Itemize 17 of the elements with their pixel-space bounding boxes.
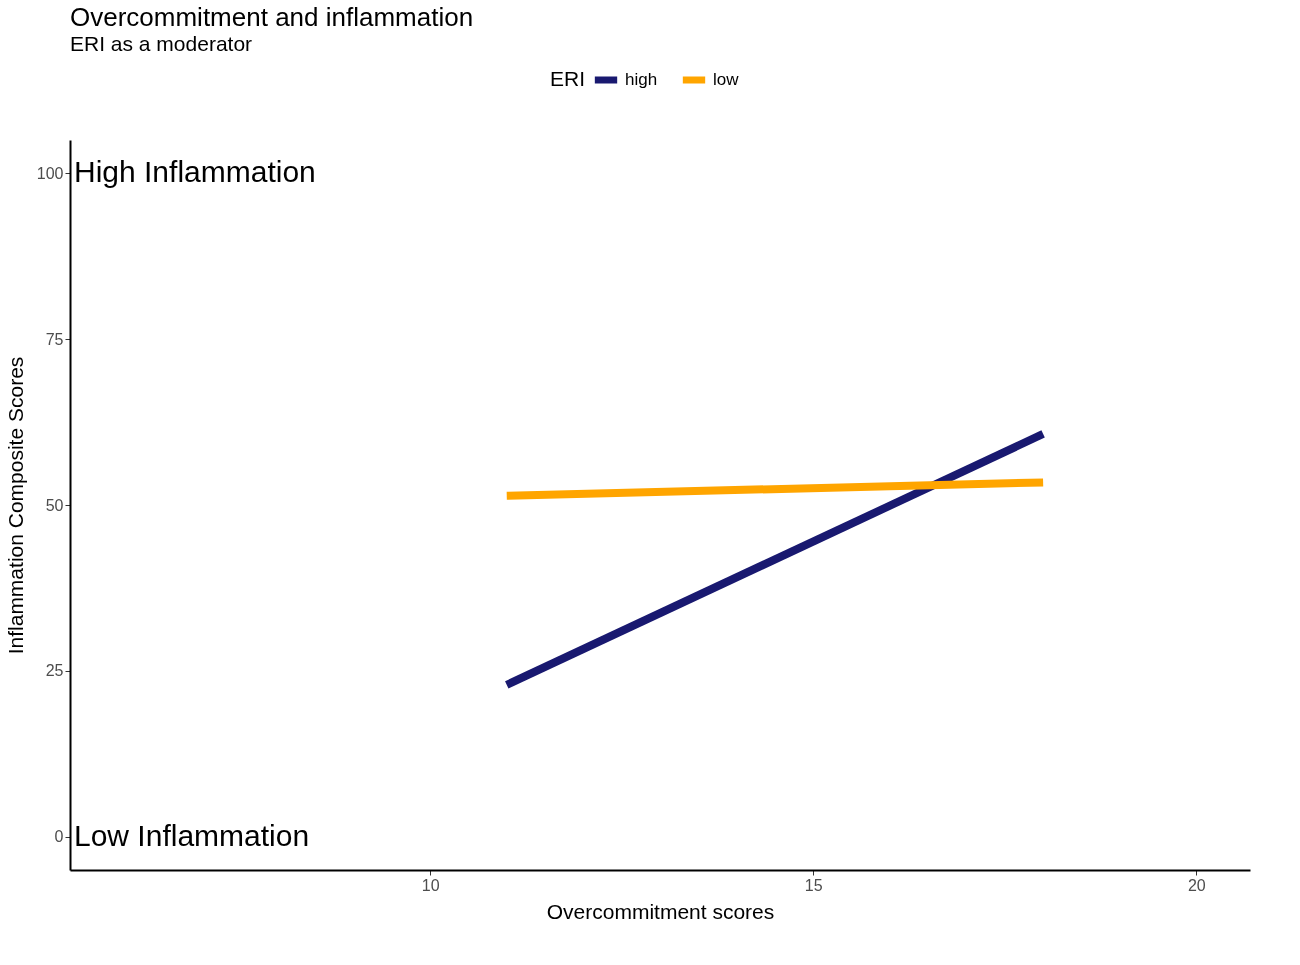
- x-axis-title: Overcommitment scores: [546, 899, 775, 923]
- legend-title: ERI: [550, 67, 586, 90]
- annotation: High Inflammation: [74, 155, 316, 189]
- legend-label: low: [713, 70, 740, 89]
- y-tick-label: 25: [45, 662, 64, 680]
- legend-label: high: [625, 70, 658, 89]
- y-tick-label: 75: [45, 330, 64, 348]
- chart-subtitle: ERI as a moderator: [70, 32, 253, 55]
- y-tick-label: 0: [54, 828, 64, 846]
- x-tick-label: 15: [804, 876, 823, 894]
- y-axis-title: Inflammation Composite Scores: [3, 356, 27, 655]
- chart-title: Overcommitment and inflammation: [70, 2, 474, 32]
- y-tick-label: 100: [36, 164, 64, 182]
- annotation: Low Inflammation: [74, 818, 310, 852]
- x-tick-label: 20: [1187, 876, 1206, 894]
- y-tick-label: 50: [45, 496, 64, 514]
- x-tick-label: 10: [421, 876, 440, 894]
